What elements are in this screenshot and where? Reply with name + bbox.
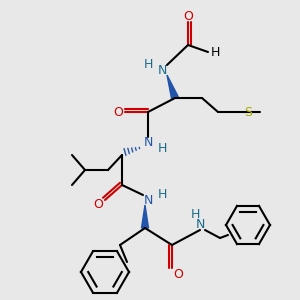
Text: O: O bbox=[93, 199, 103, 212]
Text: O: O bbox=[113, 106, 123, 118]
Text: N: N bbox=[157, 64, 167, 76]
Text: H: H bbox=[210, 46, 220, 59]
Text: H: H bbox=[157, 142, 167, 154]
Text: O: O bbox=[173, 268, 183, 281]
Text: S: S bbox=[244, 106, 252, 119]
Text: N: N bbox=[143, 194, 153, 206]
Polygon shape bbox=[167, 75, 178, 99]
Text: H: H bbox=[190, 208, 200, 220]
Text: N: N bbox=[195, 218, 205, 232]
Text: H: H bbox=[157, 188, 167, 200]
Text: N: N bbox=[143, 136, 153, 148]
Polygon shape bbox=[142, 205, 148, 228]
Text: H: H bbox=[143, 58, 153, 71]
Text: O: O bbox=[183, 10, 193, 22]
